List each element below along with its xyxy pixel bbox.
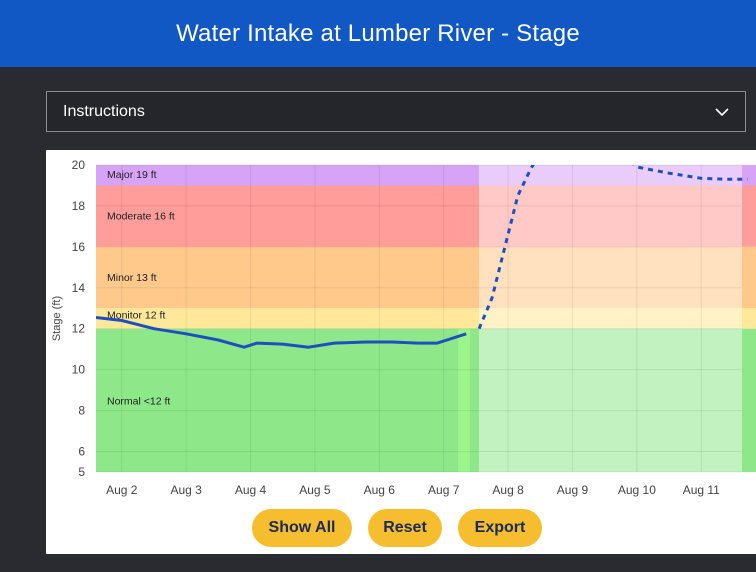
threshold-band-forecast-4 [479,328,742,472]
threshold-band-0 [96,165,480,186]
forecast-shade-0 [479,165,742,186]
threshold-label-1: Moderate 16 ft [107,210,175,222]
forecast-shade-2 [479,246,742,309]
threshold-band-4 [96,328,480,472]
y-tick-label-7: 18 [72,199,86,213]
y-tick-label-4: 12 [72,322,86,336]
forecast-stage-line [477,165,748,330]
threshold-band-forecast-3 [479,308,742,329]
x-tick-label-5: Aug 7 [428,483,460,497]
threshold-band-forecast-0 [479,165,742,186]
threshold-band-1 [96,185,480,247]
y-axis-label: Stage (ft) [51,296,63,341]
y-tick-label-6: 16 [72,240,86,254]
threshold-label-0: Major 19 ft [107,169,157,181]
page-title: Water Intake at Lumber River - Stage [176,19,580,47]
page-header: Water Intake at Lumber River - Stage [0,0,756,67]
forecast-shade-1 [479,185,742,247]
x-tick-label-3: Aug 5 [299,483,331,497]
y-tick-label-0: 5 [78,465,85,479]
x-tick-label-9: Aug 11 [683,483,720,497]
reset-button[interactable]: Reset [368,509,442,547]
threshold-band-edge-1 [742,185,756,247]
y-tick-label-2: 8 [78,404,85,418]
threshold-label-4: Normal <12 ft [107,396,170,408]
y-tick-label-3: 10 [72,363,86,377]
threshold-band-2 [96,246,480,309]
threshold-band-edge-2 [742,246,756,309]
y-tick-label-5: 14 [72,281,86,295]
threshold-band-forecast-2 [479,246,742,309]
y-tick-label-8: 20 [72,158,86,172]
show-all-button[interactable]: Show All [252,509,352,547]
forecast-shade-4 [479,328,742,472]
instructions-accordion[interactable]: Instructions [46,91,746,132]
x-tick-label-1: Aug 3 [170,483,202,497]
threshold-band-edge-4 [742,328,756,472]
stage-chart[interactable]: Major 19 ft Moderate 16 ft Minor 13 ft Moni… [46,150,756,554]
chevron-down-icon [715,107,729,116]
x-tick-label-2: Aug 4 [235,483,267,497]
threshold-band-forecast-1 [479,185,742,247]
forecast-boundary [458,328,470,472]
instructions-label: Instructions [63,102,145,120]
x-tick-label-4: Aug 6 [364,483,396,497]
y-tick-label-1: 6 [78,445,85,459]
x-tick-label-7: Aug 9 [557,483,589,497]
x-tick-label-0: Aug 2 [106,483,138,497]
x-tick-label-8: Aug 10 [618,483,656,497]
threshold-band-edge-3 [742,308,756,329]
export-button[interactable]: Export [458,509,542,547]
threshold-band-3 [96,308,480,329]
observed-stage-line [96,316,467,349]
stage-chart-card: Major 19 ft Moderate 16 ft Minor 13 ft Moni… [46,150,756,554]
x-tick-label-6: Aug 8 [492,483,524,497]
threshold-label-2: Minor 13 ft [107,272,157,284]
threshold-label-3: Monitor 12 ft [107,309,165,321]
threshold-band-edge-0 [742,165,756,186]
forecast-shade-3 [479,308,742,329]
